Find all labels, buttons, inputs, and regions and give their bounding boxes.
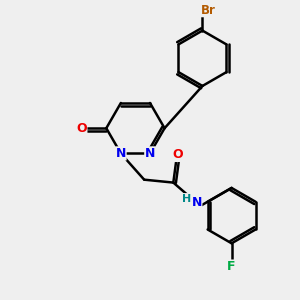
Text: F: F [227,260,236,273]
Text: N: N [116,147,126,160]
Text: Br: Br [201,4,216,17]
Text: N: N [191,196,202,209]
Text: O: O [172,148,183,161]
Text: N: N [145,147,155,160]
Text: O: O [76,122,87,135]
Text: H: H [182,194,192,204]
